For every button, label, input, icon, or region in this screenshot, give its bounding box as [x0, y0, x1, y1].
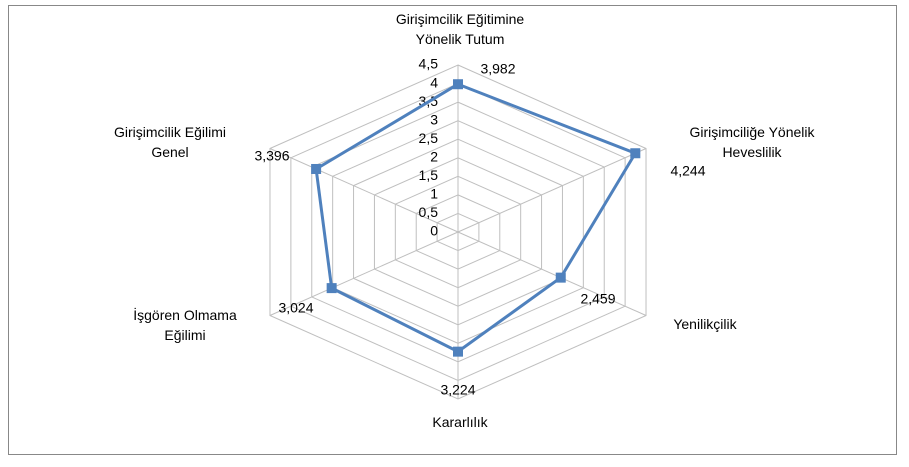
category-label: Girişimciliğe Yönelik Heveslilik [689, 124, 815, 160]
spoke [457, 148, 647, 233]
category-line: Girişimcilik Eğilimi [114, 124, 226, 140]
tick-label: 4,5 [419, 56, 439, 72]
category-line: İşgören Olmama [133, 306, 237, 323]
category-line: Kararlılık [432, 414, 488, 430]
marker [555, 272, 566, 283]
value-label: 2,459 [580, 291, 615, 307]
value-label: 3,024 [278, 300, 313, 316]
marker [326, 283, 337, 294]
spoke [269, 231, 459, 316]
value-label: 3,982 [480, 61, 515, 77]
category-label: İşgören Olmama Eğilimi [133, 306, 237, 343]
tick-label: 1 [430, 186, 438, 202]
category-line: Girişimciliğe Yönelik [689, 124, 815, 140]
marker [453, 346, 463, 357]
category-line: Genel [151, 144, 188, 160]
marker [453, 79, 463, 90]
category-line: Girişimcilik Eğitimine [396, 11, 525, 27]
spoke [457, 231, 647, 316]
tick-label: 3 [430, 111, 438, 127]
category-label: Kararlılık [432, 414, 488, 430]
tick-label: 4 [430, 74, 438, 90]
tick-label: 1,5 [419, 167, 439, 183]
marker [311, 163, 322, 174]
value-label: 3,396 [254, 148, 289, 164]
category-line: Yenilikçilik [673, 316, 737, 332]
value-label: 4,244 [670, 163, 705, 179]
tick-label: 2,5 [419, 130, 439, 146]
category-label: Yenilikçilik [673, 316, 737, 332]
category-label: Girişimcilik Eğitimine Yönelik Tutum [396, 11, 525, 47]
marker [630, 148, 641, 159]
tick-label: 2 [430, 148, 438, 164]
category-line: Eğilimi [164, 327, 205, 343]
category-line: Heveslilik [722, 144, 782, 160]
category-label: Girişimcilik Eğilimi Genel [114, 124, 226, 160]
category-line: Yönelik Tutum [416, 31, 505, 47]
tick-label: 0 [430, 223, 438, 239]
spoke [269, 148, 459, 233]
value-label: 3,224 [440, 382, 475, 398]
tick-label: 0,5 [419, 204, 439, 220]
